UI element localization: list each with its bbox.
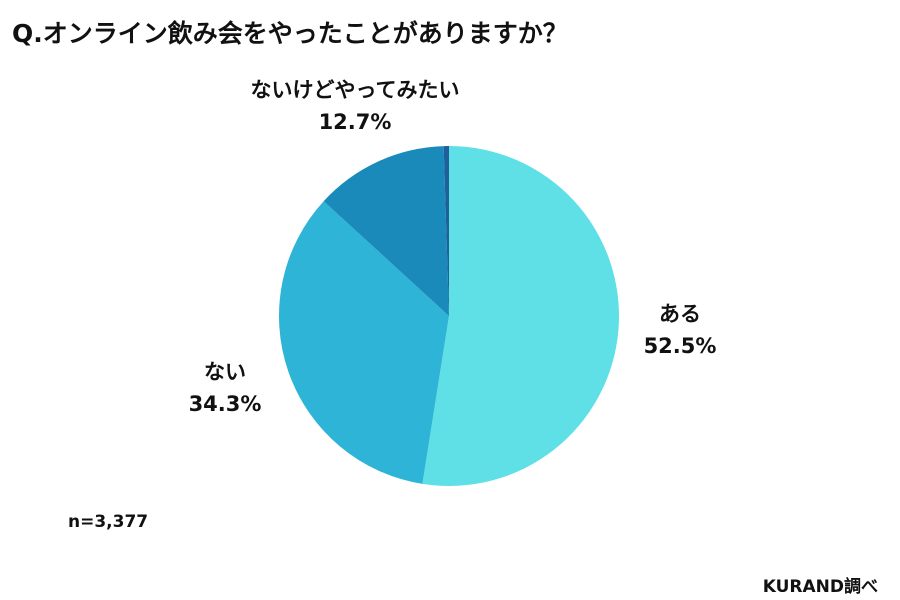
- slice-name-want-to-try: ないけどやってみたい: [250, 78, 460, 102]
- source-credit: KURAND調べ: [762, 577, 878, 597]
- slice-label-want-to-try: ないけどやってみたい 12.7%: [214, 74, 496, 138]
- slice-name-no: ない: [204, 360, 246, 384]
- pie-slice-want-to-try: [323, 146, 449, 316]
- slice-name-yes: ある: [659, 302, 701, 326]
- slice-label-no: ない 34.3%: [175, 356, 275, 420]
- chart-title: Q.オンライン飲み会をやったことがありますか？: [12, 19, 568, 48]
- slice-label-yes: ある 52.5%: [630, 298, 730, 362]
- pie-slice-other: [443, 146, 449, 316]
- pie-slice-no: [279, 201, 449, 484]
- slice-value-yes: 52.5%: [643, 334, 717, 358]
- sample-size-note: n=3,377: [68, 512, 149, 532]
- slice-value-no: 34.3%: [188, 392, 262, 416]
- pie-slice-yes: [422, 146, 619, 486]
- slice-value-want-to-try: 12.7%: [318, 110, 392, 134]
- pie-slices: [279, 146, 619, 486]
